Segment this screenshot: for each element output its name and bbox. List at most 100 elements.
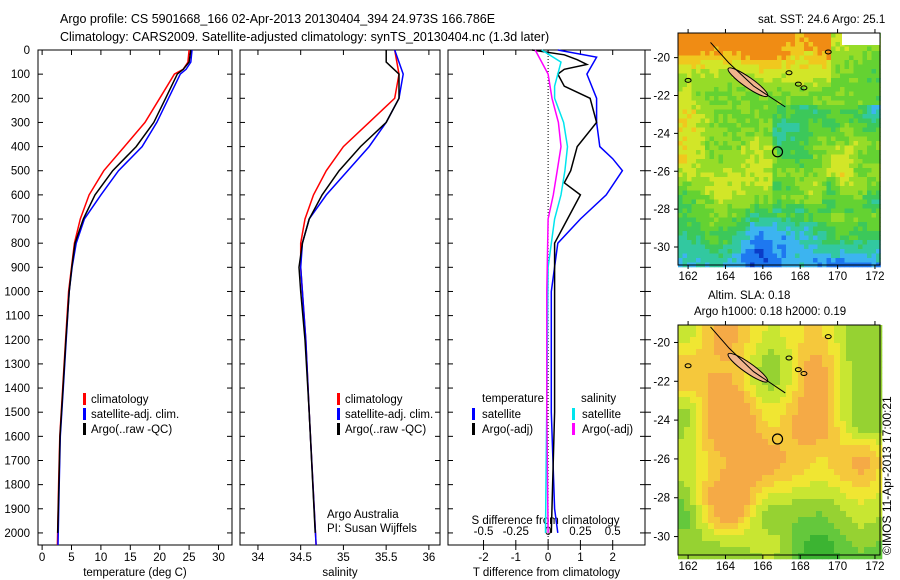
map-cell [808, 33, 814, 38]
map-cell [687, 60, 692, 65]
map-cell [696, 87, 701, 92]
lon-tick-label: 170 [828, 271, 847, 283]
map-cell [762, 535, 769, 542]
map-cell [732, 226, 737, 232]
map-cell [754, 73, 760, 79]
map-cell [876, 343, 883, 350]
map-cell [768, 439, 775, 446]
map-cell [774, 451, 781, 458]
map-cell [682, 114, 688, 119]
map-cell [718, 231, 724, 236]
map-cell [738, 379, 745, 386]
map-cell [750, 64, 755, 70]
map-cell [762, 505, 769, 512]
map-cell [792, 379, 799, 386]
map-cell [835, 96, 841, 101]
map-cell [786, 64, 791, 70]
map-cell [750, 553, 757, 560]
map-cell [714, 69, 719, 74]
map-cell [858, 475, 865, 482]
no-data-patch [842, 33, 880, 45]
sal-series-satellite-adj-clim- [299, 49, 404, 546]
map-cell [864, 361, 871, 368]
map-cell [853, 91, 859, 97]
map-cell [772, 69, 778, 74]
map-cell [705, 249, 710, 254]
map-cell [792, 421, 799, 428]
map-cell [709, 204, 715, 209]
map-cell [714, 114, 719, 119]
map-cell [772, 132, 778, 137]
map-cell [741, 87, 746, 92]
map-cell [810, 523, 817, 530]
map-cell [723, 150, 728, 155]
map-cell [691, 127, 697, 133]
map-cell [696, 226, 701, 232]
map-cell [816, 493, 823, 500]
map-cell [867, 195, 872, 200]
map-cell [826, 69, 832, 74]
map-cell [828, 523, 835, 530]
map-cell [750, 73, 755, 79]
map-cell [708, 451, 715, 458]
map-cell [804, 82, 809, 88]
map-cell [826, 42, 832, 47]
map-cell [862, 73, 868, 79]
map-cell [781, 127, 787, 133]
map-cell [756, 445, 763, 452]
map-cell [690, 475, 697, 482]
map-cell [849, 127, 854, 133]
map-cell [831, 123, 836, 128]
diff-legend-swatch [572, 408, 575, 420]
map-cell [727, 154, 733, 160]
map-cell [840, 481, 847, 488]
map-cell [849, 73, 854, 79]
map-cell [826, 159, 832, 164]
map-cell [844, 55, 850, 61]
map-cell [714, 78, 719, 83]
map-cell [780, 535, 787, 542]
map-cell [828, 517, 835, 524]
map-cell [754, 136, 760, 142]
map-cell [750, 427, 757, 434]
map-cell [871, 222, 877, 227]
map-cell [799, 168, 805, 173]
map-cell [813, 64, 818, 70]
map-cell [687, 181, 692, 187]
sal-xtick-label: 34.5 [289, 552, 311, 564]
map-cell [759, 258, 764, 263]
map-cell [799, 154, 805, 160]
map-cell [696, 33, 701, 38]
map-cell [759, 118, 764, 124]
map-cell [804, 91, 809, 97]
map-cell [768, 403, 775, 410]
map-cell [867, 145, 872, 151]
map-cell [858, 445, 865, 452]
map-cell [786, 240, 791, 245]
map-cell [682, 33, 688, 38]
map-cell [741, 51, 746, 56]
map-cell [700, 154, 706, 160]
map-cell [826, 127, 832, 133]
map-cell [726, 373, 733, 380]
temp-xtick-label: 20 [153, 552, 166, 564]
map-cell [687, 244, 692, 250]
map-cell [750, 433, 757, 440]
map-cell [844, 208, 850, 214]
map-cell [736, 217, 742, 223]
map-cell [678, 159, 683, 164]
map-cell [876, 415, 883, 422]
map-cell [853, 253, 859, 259]
map-cell [849, 136, 854, 142]
map-cell [682, 172, 688, 178]
map-cell [723, 91, 728, 97]
map-cell [705, 258, 710, 263]
map-cell [786, 69, 791, 74]
map-cell [840, 114, 845, 119]
map-cell [822, 64, 827, 70]
map-cell [846, 325, 853, 332]
map-cell [876, 60, 881, 65]
map-cell [709, 100, 715, 106]
map-cell [772, 226, 778, 232]
map-cell [799, 42, 805, 47]
